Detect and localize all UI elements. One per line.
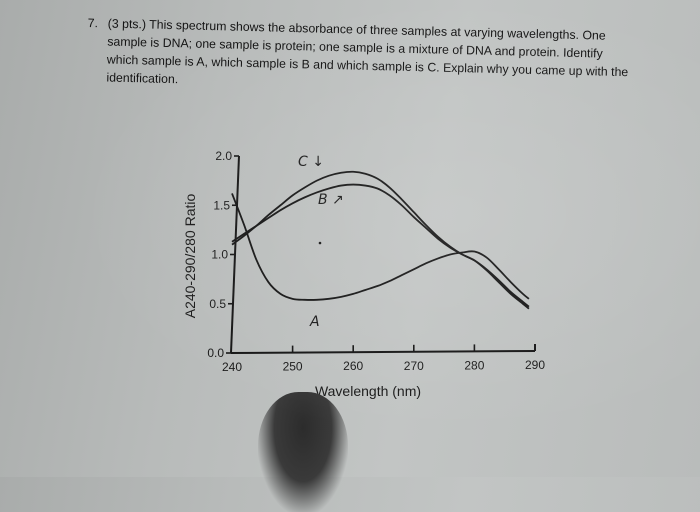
y-tick-label: 1.0 bbox=[211, 248, 228, 262]
annotation-c: C ↓ bbox=[298, 154, 324, 170]
x-axis-title: Wavelength (nm) bbox=[315, 383, 421, 399]
x-tick-label: 240 bbox=[222, 360, 242, 374]
y-axis-title: A240-290/280 Ratio bbox=[182, 194, 198, 319]
curve-a bbox=[231, 193, 530, 301]
annotation-a: A bbox=[309, 314, 320, 330]
absorbance-ratio-chart: 0.0 0.5 1.0 1.5 2.0 240 250 260 270 280 290 Wavelen… bbox=[182, 149, 545, 399]
x-tick-label: 250 bbox=[283, 360, 303, 374]
y-tick-label: 0.5 bbox=[209, 297, 226, 311]
x-tick-label: 290 bbox=[525, 358, 545, 372]
finger-shadow bbox=[258, 392, 348, 512]
chart-series bbox=[231, 170, 530, 310]
y-tick-label: 1.5 bbox=[213, 198, 230, 212]
stray-dot bbox=[318, 241, 322, 245]
chart-axes: 0.0 0.5 1.0 1.5 2.0 240 250 260 270 280 290 Wavelen… bbox=[182, 149, 545, 399]
x-tick-label: 260 bbox=[343, 359, 363, 373]
x-axis-line bbox=[230, 350, 536, 354]
y-tick-label: 0.0 bbox=[207, 346, 224, 360]
x-tick-label: 270 bbox=[404, 359, 424, 373]
x-tick-label: 280 bbox=[464, 358, 484, 372]
annotation-b: B ↗ bbox=[318, 192, 344, 208]
chart-labels: C ↓ B ↗ A bbox=[298, 154, 344, 330]
curve-b bbox=[231, 183, 530, 308]
y-tick-label: 2.0 bbox=[215, 149, 232, 163]
curve-c bbox=[231, 170, 530, 310]
